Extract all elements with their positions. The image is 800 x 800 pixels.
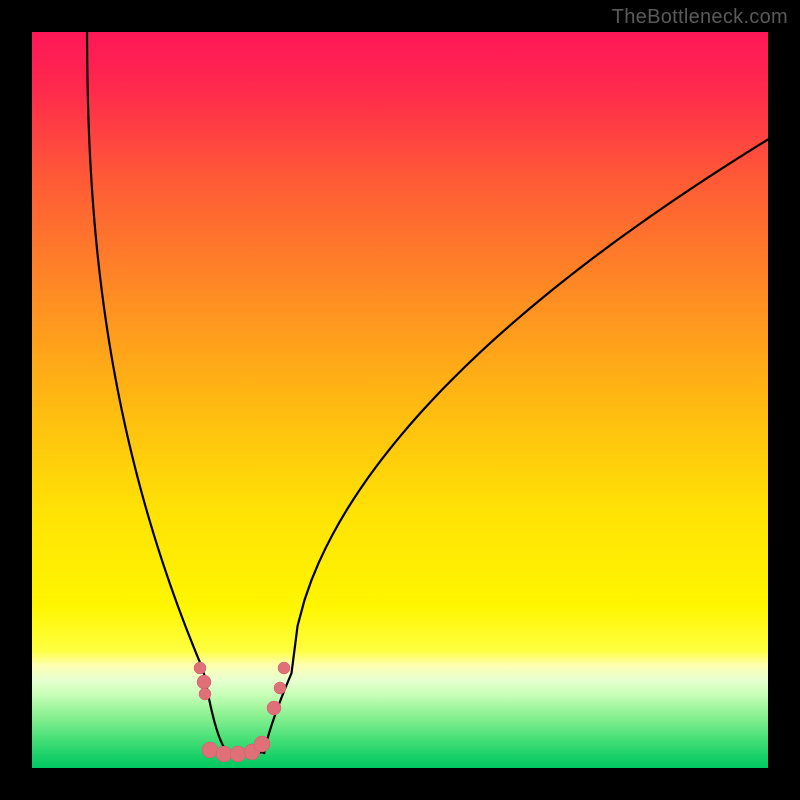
watermark-text: TheBottleneck.com — [612, 6, 788, 29]
gradient-background — [32, 32, 768, 768]
plot-area — [32, 32, 768, 768]
